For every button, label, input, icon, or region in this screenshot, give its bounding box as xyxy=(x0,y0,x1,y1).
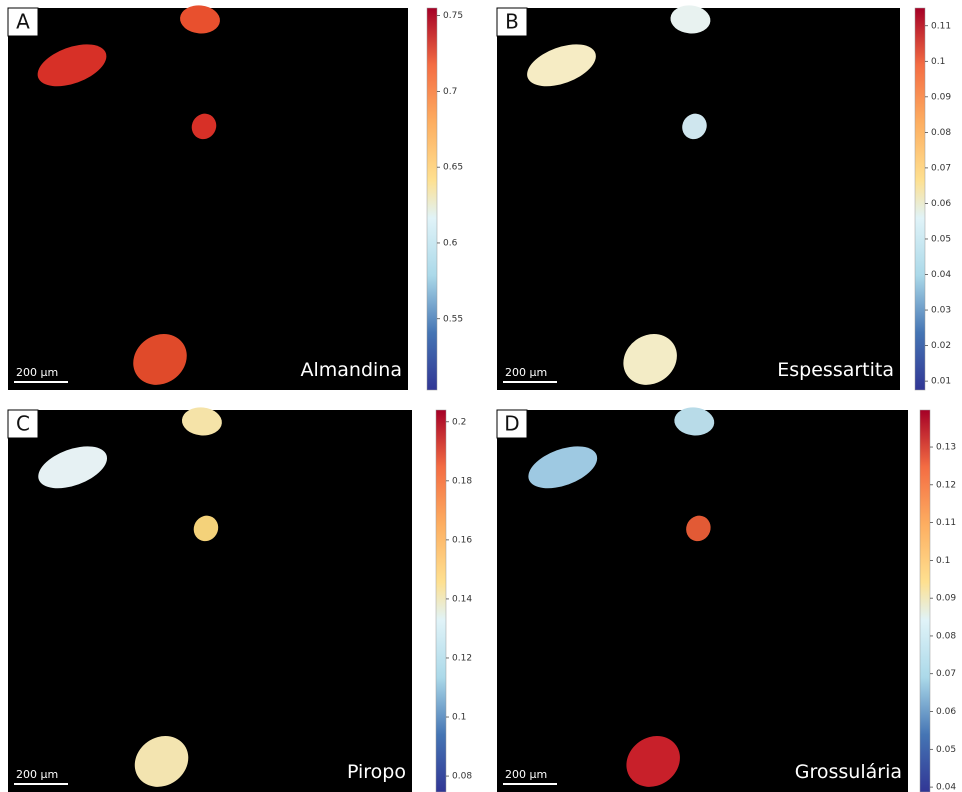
colorbar-tick-label: 0.12 xyxy=(452,653,472,663)
figure: A 200 µm Almandina 0.55 0.6 0.65 0.7 0.75 B 200 µ… xyxy=(0,0,962,792)
panel-letter: D xyxy=(504,412,519,436)
colorbar-tick-label: 0.03 xyxy=(931,306,951,316)
colorbar-tick-label: 0.75 xyxy=(443,11,463,21)
scale-bar-label: 200 µm xyxy=(16,366,58,379)
colorbar-tick-label: 0.06 xyxy=(936,707,956,717)
colorbar-tick-label: 0.08 xyxy=(931,128,951,138)
colorbar-tick-label: 0.65 xyxy=(443,163,463,173)
panel-letter: B xyxy=(505,10,519,34)
colorbar-tick-label: 0.04 xyxy=(936,783,956,792)
colorbar-tick-label: 0.07 xyxy=(931,163,951,173)
scale-bar-label: 200 µm xyxy=(505,768,547,781)
colorbar-tick-label: 0.18 xyxy=(452,476,472,486)
colorbar-tick-label: 0.12 xyxy=(936,480,956,490)
colorbar-tick-label: 0.6 xyxy=(443,238,458,248)
colorbar-tick-label: 0.14 xyxy=(452,594,472,604)
colorbar-tick-label: 0.02 xyxy=(931,341,951,351)
colorbar-tick-label: 0.1 xyxy=(452,713,466,723)
mineral-name: Grossulária xyxy=(795,761,902,783)
colorbar xyxy=(920,410,930,792)
colorbar-tick-label: 0.05 xyxy=(931,234,951,244)
mineral-name: Almandina xyxy=(301,359,403,381)
mineral-name: Piropo xyxy=(347,761,406,783)
colorbar-tick-label: 0.55 xyxy=(443,314,463,324)
colorbar-tick-label: 0.11 xyxy=(936,518,956,528)
colorbar-tick-label: 0.08 xyxy=(936,631,956,641)
colorbar-tick-label: 0.11 xyxy=(931,21,951,31)
colorbar-tick-label: 0.7 xyxy=(443,87,457,97)
scale-bar-label: 200 µm xyxy=(505,366,547,379)
colorbar-tick-label: 0.1 xyxy=(931,57,945,67)
colorbar-tick-label: 0.05 xyxy=(936,745,956,755)
colorbar-tick-label: 0.09 xyxy=(936,594,956,604)
colorbar xyxy=(436,410,446,792)
colorbar xyxy=(427,8,437,390)
mineral-name: Espessartita xyxy=(777,359,894,381)
colorbar-tick-label: 0.04 xyxy=(931,270,951,280)
colorbar-tick-label: 0.06 xyxy=(931,199,951,209)
colorbar xyxy=(915,8,925,390)
colorbar-tick-label: 0.01 xyxy=(931,377,951,387)
scale-bar-label: 200 µm xyxy=(16,768,58,781)
colorbar-tick-label: 0.13 xyxy=(936,443,956,453)
panel-letter: A xyxy=(16,10,30,34)
colorbar-tick-label: 0.09 xyxy=(931,92,951,102)
colorbar-tick-label: 0.16 xyxy=(452,535,472,545)
panel-letter: C xyxy=(16,412,30,436)
colorbar-tick-label: 0.1 xyxy=(936,556,950,566)
colorbar-tick-label: 0.2 xyxy=(452,417,466,427)
colorbar-tick-label: 0.07 xyxy=(936,669,956,679)
colorbar-tick-label: 0.08 xyxy=(452,772,472,782)
